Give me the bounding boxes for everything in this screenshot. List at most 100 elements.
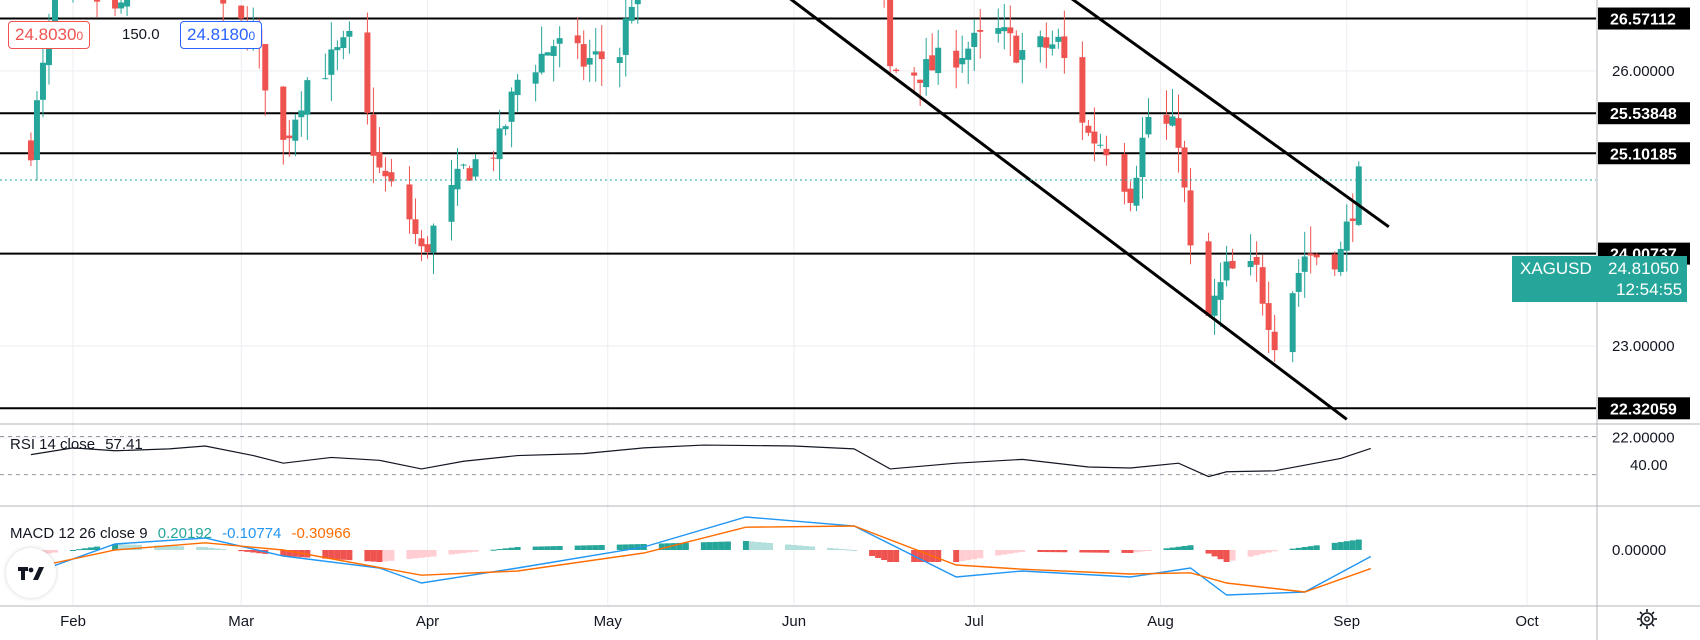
candle-body [598, 51, 605, 60]
horizontal-levels[interactable] [0, 0, 1596, 410]
macd-histogram-bar [586, 545, 593, 550]
time-axis-label: Apr [416, 613, 439, 630]
current-price: 24.81050 [1608, 259, 1679, 278]
candle-body [322, 78, 329, 80]
candle-body [1091, 131, 1098, 144]
bid-price: 24.8030 [15, 25, 77, 44]
macd-histogram-bar [388, 550, 395, 561]
macd-histogram-bar [724, 541, 731, 550]
macd-histogram-bar [1013, 550, 1020, 553]
macd-histogram-bar [454, 550, 461, 554]
macd-histogram-bar [676, 542, 683, 550]
candle-body [1205, 241, 1212, 316]
macd-histogram-bar [598, 545, 605, 550]
candle-body [586, 58, 593, 65]
macd-histogram-bar [845, 549, 852, 551]
candle-body [1301, 256, 1308, 272]
macd-histogram-bar [935, 550, 942, 562]
candle-body [1019, 50, 1026, 60]
rsi-legend[interactable]: RSI 14 close 57.41 [10, 436, 143, 453]
candle-body [1013, 35, 1020, 63]
candle-body [1307, 253, 1314, 256]
candle-body [1217, 282, 1224, 300]
macd-histogram-bar [965, 550, 972, 561]
candle-body [328, 49, 335, 75]
macd-histogram-bar [622, 544, 629, 550]
macd-histogram-bar [292, 550, 299, 557]
macd-histogram-bar [448, 550, 455, 555]
macd-histogram-bar [1037, 550, 1044, 552]
macd-histogram-bar [1295, 547, 1302, 550]
macd-histogram-bar [995, 550, 1002, 556]
candle-body [1097, 144, 1104, 146]
macd-legend[interactable]: MACD 12 26 close 9 0.20192 -0.10774 -0.3… [10, 525, 351, 542]
candle-body [382, 170, 389, 177]
macd-histogram-bar [544, 546, 551, 550]
candle-body [298, 110, 305, 118]
macd-histogram-bar [1343, 541, 1350, 550]
macd-pane: 0.00000 [27, 516, 1666, 596]
rsi-line [30, 444, 1371, 478]
time-axis[interactable]: Feb Mar Apr May Jun Jul Aug Sep Oct [60, 613, 1539, 630]
candle-body [376, 152, 383, 168]
candle-body [454, 168, 461, 190]
macd-histogram-bar [1055, 550, 1062, 553]
macd-histogram-bar [977, 550, 984, 559]
price-axis[interactable]: 29.0000028.0000027.0000026.0000023.00000… [0, 0, 1690, 447]
macd-histogram-bar [118, 544, 125, 550]
level-price-label: 25.10185 [1610, 146, 1677, 163]
ask-price: 24.8180 [187, 25, 249, 44]
candle-body [280, 86, 287, 140]
macd-histogram-bar [1121, 550, 1128, 553]
trend-channel[interactable] [728, 0, 1390, 421]
macd-histogram-bar [1019, 550, 1026, 552]
macd-histogram-bar [532, 546, 539, 550]
macd-histogram-bar [166, 545, 173, 550]
macd-histogram-bar [1079, 550, 1086, 553]
bid-price-suffix: 0 [76, 29, 84, 43]
macd-histogram-bar [1217, 550, 1224, 560]
current-price-tag[interactable]: XAGUSD 24.81050 12:54:55 [1512, 256, 1687, 302]
macd-histogram-bar [82, 548, 89, 550]
macd-histogram-bar [760, 542, 767, 550]
candle-body [1103, 148, 1110, 156]
macd-histogram-bar [887, 550, 894, 562]
candle-body [1223, 261, 1230, 281]
candle-body [1037, 36, 1044, 48]
macd-histogram-bar [406, 550, 413, 559]
bar-countdown: 12:54:55 [1616, 280, 1683, 299]
candle-body [364, 32, 371, 113]
candle-body [412, 219, 419, 234]
macd-histogram-bar [1253, 550, 1260, 556]
gear-icon [1637, 609, 1657, 629]
bid-price-box[interactable]: 24.80300 [8, 21, 91, 49]
macd-histogram-bar [496, 549, 503, 551]
tradingview-logo[interactable] [6, 548, 56, 598]
candle-body [953, 50, 960, 68]
candle-body [406, 184, 413, 220]
macd-histogram-bar [214, 548, 221, 550]
symbol-tag: XAGUSD [1520, 259, 1592, 278]
macd-line [30, 516, 1372, 596]
macd-histogram-bar [574, 545, 581, 550]
macd-histogram-bar [322, 550, 329, 559]
macd-tick-label: 0.00000 [1612, 542, 1666, 559]
candle-body [490, 157, 497, 159]
candle-body [262, 44, 269, 91]
macd-histogram-bar [1049, 550, 1056, 553]
candle-body [1265, 303, 1272, 330]
macd-histogram-bar [1337, 542, 1344, 550]
macd-histogram-bar [550, 546, 557, 550]
macd-histogram-bar [1181, 545, 1188, 550]
macd-histogram-bar [784, 544, 791, 550]
candle-body [220, 0, 227, 4]
signal-line-value: -0.30966 [291, 525, 351, 542]
candle-body [1007, 27, 1014, 34]
macd-histogram-bar [1187, 545, 1194, 550]
macd-histogram-bar [1289, 548, 1296, 550]
macd-histogram-bar [682, 542, 689, 550]
settings-gear-icon[interactable] [1636, 608, 1658, 630]
ask-price-box[interactable]: 24.81800 [180, 21, 263, 49]
macd-histogram-bar [1211, 550, 1218, 557]
